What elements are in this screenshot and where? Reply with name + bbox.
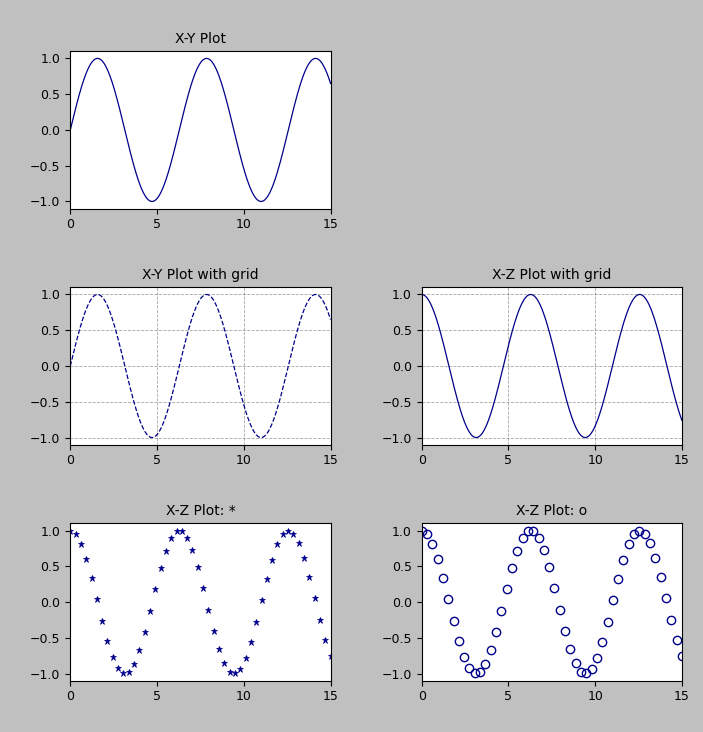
Title: X-Z Plot with grid: X-Z Plot with grid — [492, 268, 612, 282]
Title: X-Y Plot with grid: X-Y Plot with grid — [142, 268, 259, 282]
Title: X-Z Plot: o: X-Z Plot: o — [516, 504, 588, 518]
Title: X-Z Plot: *: X-Z Plot: * — [165, 504, 236, 518]
Title: X-Y Plot: X-Y Plot — [175, 32, 226, 46]
